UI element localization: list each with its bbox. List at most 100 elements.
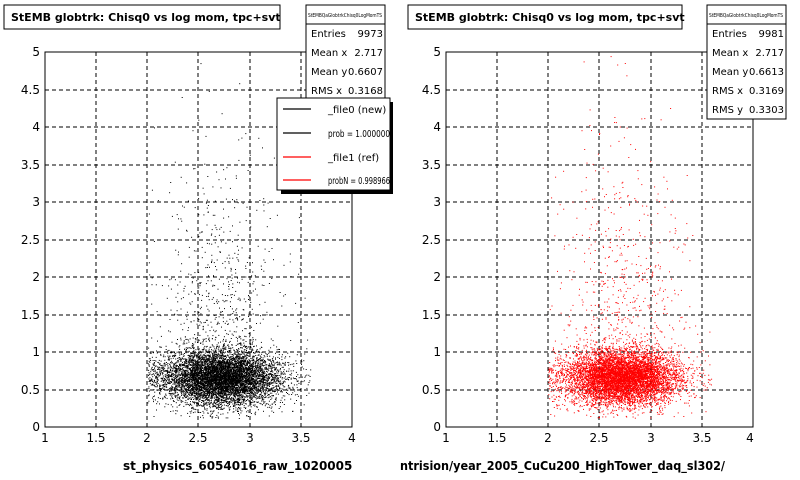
scatter-point bbox=[223, 169, 225, 171]
scatter-point bbox=[172, 369, 174, 371]
scatter-point bbox=[190, 370, 192, 372]
scatter-point bbox=[229, 340, 231, 342]
scatter-point bbox=[170, 398, 172, 400]
scatter-point bbox=[155, 360, 157, 362]
scatter-point bbox=[231, 378, 233, 379]
left-scatter-points bbox=[147, 63, 312, 419]
scatter-point bbox=[204, 379, 206, 381]
scatter-point bbox=[184, 362, 186, 364]
scatter-point bbox=[181, 395, 183, 396]
scatter-point bbox=[239, 282, 240, 284]
scatter-point bbox=[196, 369, 197, 371]
scatter-point bbox=[168, 378, 170, 380]
scatter-point bbox=[190, 274, 192, 276]
scatter-point bbox=[309, 376, 311, 377]
scatter-point bbox=[194, 168, 196, 170]
scatter-point bbox=[151, 374, 153, 376]
scatter-point bbox=[221, 374, 223, 376]
scatter-point bbox=[242, 339, 244, 341]
scatter-point bbox=[279, 402, 281, 403]
scatter-point bbox=[175, 371, 177, 373]
scatter-point bbox=[159, 393, 161, 395]
scatter-point bbox=[208, 383, 210, 385]
scatter-point bbox=[220, 404, 222, 405]
scatter-point bbox=[264, 379, 266, 381]
scatter-point bbox=[216, 302, 218, 304]
scatter-point bbox=[222, 262, 224, 264]
scatter-point bbox=[190, 385, 192, 387]
scatter-point bbox=[260, 370, 262, 372]
scatter-point bbox=[159, 403, 160, 405]
scatter-point bbox=[189, 360, 191, 362]
scatter-point bbox=[175, 374, 176, 376]
scatter-point bbox=[263, 385, 265, 387]
scatter-point bbox=[268, 383, 270, 385]
scatter-point bbox=[187, 365, 189, 367]
scatter-point bbox=[226, 363, 228, 365]
scatter-point bbox=[248, 377, 250, 379]
scatter-point bbox=[192, 412, 194, 414]
scatter-point bbox=[198, 388, 200, 390]
scatter-point bbox=[192, 397, 194, 399]
scatter-point bbox=[206, 358, 208, 360]
scatter-point bbox=[213, 358, 215, 360]
scatter-point bbox=[244, 391, 246, 393]
scatter-point bbox=[252, 399, 254, 401]
scatter-point bbox=[187, 398, 189, 400]
scatter-point bbox=[191, 358, 193, 360]
scatter-point bbox=[256, 379, 258, 381]
scatter-point bbox=[168, 389, 170, 391]
scatter-point bbox=[181, 97, 183, 98]
scatter-point bbox=[268, 283, 270, 284]
scatter-point bbox=[195, 384, 197, 386]
scatter-point bbox=[253, 361, 255, 363]
scatter-point bbox=[183, 371, 185, 373]
scatter-point bbox=[183, 380, 185, 381]
scatter-point bbox=[244, 387, 246, 389]
scatter-point bbox=[178, 363, 180, 365]
scatter-point bbox=[237, 352, 239, 353]
scatter-point bbox=[180, 353, 182, 355]
scatter-point bbox=[263, 361, 265, 363]
scatter-point bbox=[229, 187, 231, 189]
scatter-point bbox=[205, 398, 207, 400]
scatter-point bbox=[256, 387, 257, 388]
scatter-point bbox=[251, 396, 253, 398]
scatter-point bbox=[233, 408, 235, 410]
scatter-point bbox=[169, 331, 171, 333]
scatter-point bbox=[201, 393, 203, 395]
scatter-point bbox=[199, 321, 201, 323]
scatter-point bbox=[269, 378, 270, 380]
scatter-point bbox=[160, 388, 162, 390]
scatter-point bbox=[263, 369, 265, 371]
scatter-point bbox=[244, 396, 246, 398]
scatter-point bbox=[250, 342, 252, 344]
scatter-point bbox=[272, 390, 274, 392]
scatter-point bbox=[263, 373, 265, 375]
scatter-point bbox=[202, 396, 203, 398]
scatter-point bbox=[198, 400, 199, 402]
scatter-point bbox=[201, 375, 203, 377]
scatter-point bbox=[288, 364, 289, 366]
scatter-point bbox=[230, 393, 232, 395]
scatter-point bbox=[174, 387, 176, 389]
scatter-point bbox=[254, 385, 256, 387]
scatter-point bbox=[221, 398, 223, 400]
scatter-point bbox=[193, 320, 195, 322]
scatter-point bbox=[150, 371, 152, 373]
scatter-point bbox=[191, 344, 193, 346]
scatter-point bbox=[237, 408, 238, 410]
scatter-point bbox=[200, 375, 201, 377]
scatter-point bbox=[191, 380, 193, 382]
scatter-point bbox=[186, 403, 188, 405]
scatter-point bbox=[234, 363, 236, 365]
scatter-point bbox=[197, 370, 199, 372]
scatter-point bbox=[215, 378, 217, 380]
scatter-point bbox=[264, 372, 266, 374]
scatter-point bbox=[216, 368, 218, 370]
scatter-point bbox=[228, 284, 230, 285]
scatter-point bbox=[189, 364, 191, 366]
scatter-point bbox=[201, 402, 203, 403]
scatter-point bbox=[164, 356, 166, 358]
scatter-point bbox=[201, 405, 203, 407]
